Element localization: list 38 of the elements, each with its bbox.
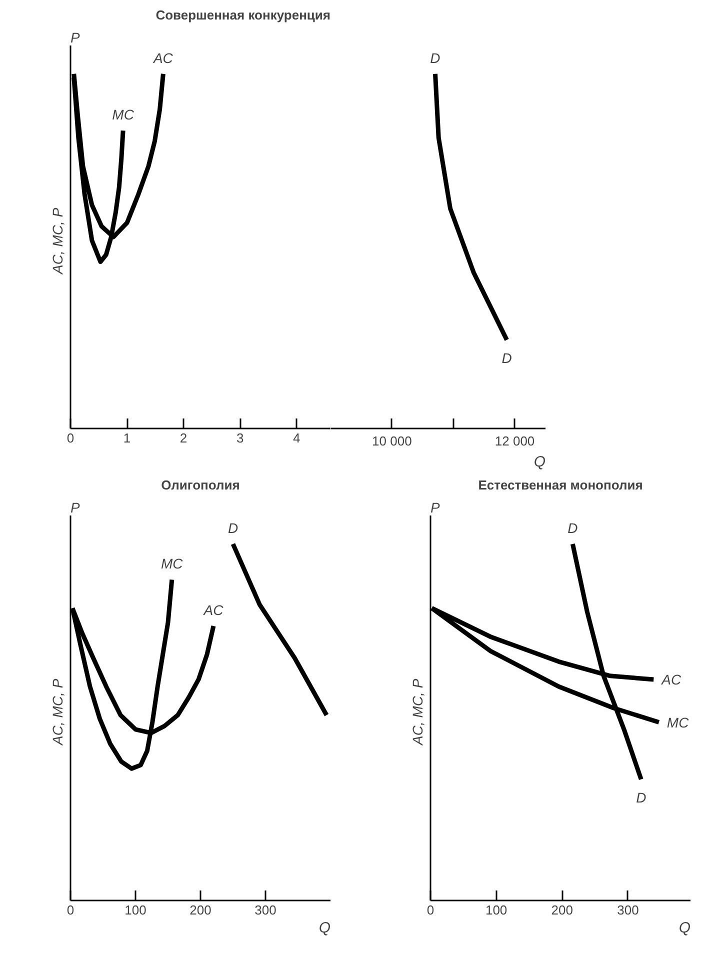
- y-axis-title: AC, MC, P: [50, 207, 66, 275]
- y-axis-title: AC, MC, P: [410, 678, 426, 746]
- x-tick-label: 0: [66, 902, 74, 918]
- x-tick-label: 1: [123, 430, 131, 446]
- x-tick-label: 0: [426, 902, 434, 918]
- y-axis-title: AC, MC, P: [50, 678, 66, 746]
- chart-title: Совершенная конкуренция: [156, 8, 331, 22]
- series-label: AC: [660, 671, 682, 688]
- x-tick-label: 100: [485, 902, 508, 918]
- text: P: [70, 500, 80, 516]
- x-tick-label: 300: [617, 902, 639, 918]
- text: P: [70, 30, 80, 46]
- chart-title: Естественная монополия: [478, 478, 643, 492]
- text: P: [430, 500, 440, 516]
- x-tick-label: 100: [124, 902, 146, 918]
- x-tick-label: 4: [292, 430, 300, 446]
- x-tick-label: 200: [190, 902, 212, 918]
- series-label: MC: [112, 106, 135, 123]
- series-label: D: [228, 520, 238, 536]
- series-label: AC: [202, 602, 224, 618]
- series-label: D: [568, 520, 578, 536]
- x-tick-label: 3: [236, 430, 244, 446]
- chart-title: Олигополия: [161, 478, 240, 492]
- x-axis-title: Q: [534, 454, 546, 470]
- x-tick-label: 2: [180, 430, 188, 446]
- x-tick-label: 12 000: [494, 434, 535, 448]
- series-label: MC: [161, 556, 184, 572]
- series-label: AC: [152, 50, 174, 66]
- series-label: D: [430, 50, 440, 66]
- x-tick-label: 10 000: [372, 434, 412, 448]
- x-tick-label: 200: [551, 902, 574, 918]
- annotation: D: [502, 350, 512, 366]
- x-tick-label: 300: [254, 902, 276, 918]
- x-tick-label: 0: [66, 430, 74, 446]
- series-label: MC: [666, 714, 690, 730]
- x-axis-title: Q: [678, 920, 691, 936]
- x-axis-title: Q: [318, 920, 331, 936]
- annotation: D: [636, 789, 646, 806]
